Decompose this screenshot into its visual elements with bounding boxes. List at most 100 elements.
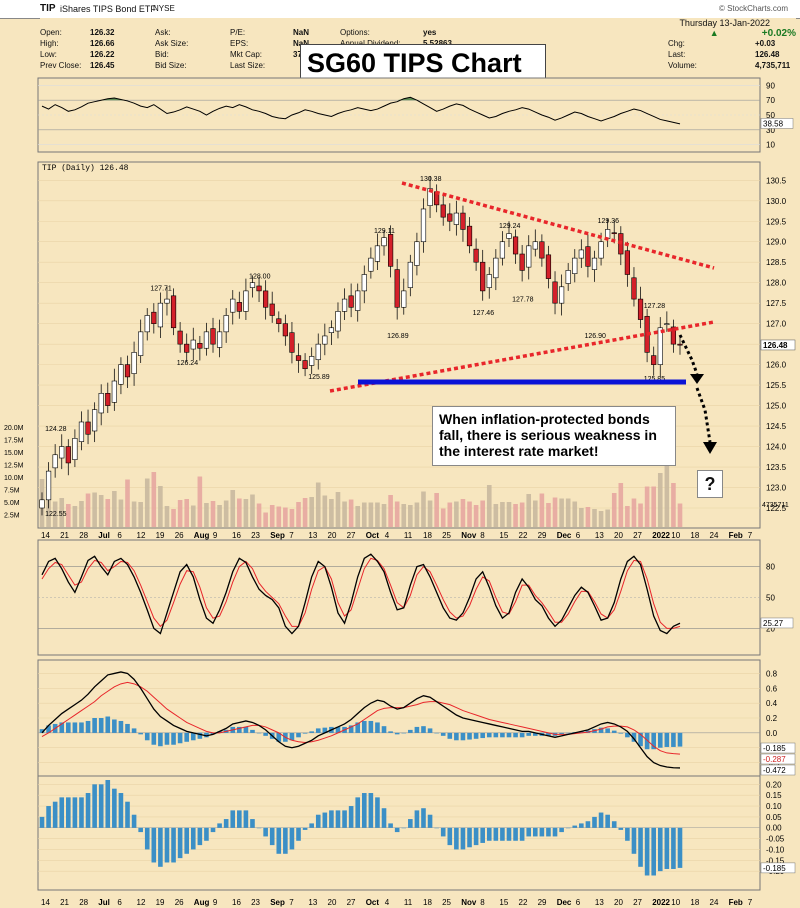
candle-body [506, 233, 512, 239]
volume-bar [513, 504, 518, 527]
volume-bar [223, 500, 229, 527]
x-tick-label: 18 [690, 531, 699, 540]
hist-bar [177, 827, 183, 859]
candle-body [341, 298, 348, 312]
quote-value: 5.52863 [423, 39, 452, 48]
x-tick-label: 13 [595, 531, 604, 540]
hist-bar [92, 784, 97, 828]
volume-bar [118, 499, 124, 527]
macd-hist-bar [427, 728, 433, 733]
volume-bar [138, 502, 143, 527]
hist-bar [486, 827, 492, 841]
hist-bar [204, 827, 209, 841]
price-tick-label: 122.5 [766, 504, 787, 513]
price-last-box [760, 339, 796, 351]
panel-stoch [37, 539, 761, 656]
volume-bar [329, 499, 334, 527]
price-annotation: 126.89 [387, 333, 409, 340]
hist-bar [638, 827, 643, 867]
hist-bar [322, 812, 328, 828]
candle-body [532, 241, 538, 250]
volume-bar [79, 501, 84, 527]
macd-hist-bar [526, 732, 532, 736]
macd-hist-bar [388, 731, 393, 733]
volume-bar [664, 464, 670, 527]
candle-body [605, 229, 611, 239]
x-tick-label: Sep [270, 531, 285, 540]
x-tick-label-bottom: 4 [385, 898, 390, 907]
volume-bar [190, 505, 196, 527]
price-annotation: 125.89 [308, 374, 330, 381]
hist-bar [414, 810, 420, 828]
macd-last-label: -0.472 [763, 766, 786, 775]
macd-hist-bar [447, 732, 453, 739]
panel-macd [37, 659, 761, 777]
volume-bar [447, 502, 453, 527]
x-tick-label: 23 [251, 531, 260, 540]
price-annotation: 128.00 [249, 274, 271, 281]
volume-bar [52, 501, 58, 527]
stoch-tick-label: 20 [766, 624, 775, 633]
volume-bar [552, 497, 558, 527]
macd-hist-bar [125, 723, 130, 733]
hist-bar [210, 827, 216, 833]
candle-body [440, 204, 446, 218]
macd-hist-bar [361, 720, 367, 733]
macd-hist-bar [552, 732, 558, 736]
hist-tick-label: -0.15 [766, 856, 785, 865]
rsi-tick-label: 10 [766, 141, 775, 150]
hist-bar [565, 827, 571, 829]
macd-hist-bar [592, 729, 597, 733]
hist-bar [72, 797, 78, 828]
upper-trendline [401, 181, 715, 270]
volume-bar [408, 505, 413, 527]
macd-tick-label: -0.4 [766, 759, 780, 768]
header-bar: TIP iShares TIPS Bond ETF NYSE © StockCh… [0, 0, 800, 19]
volume-bar [631, 498, 637, 527]
quote-value: 126.22 [90, 50, 115, 59]
hist-bar [513, 827, 518, 841]
hist-tick-label: -0.05 [766, 835, 785, 844]
x-tick-label: 27 [347, 531, 356, 540]
hist-bar [355, 797, 361, 828]
volume-bar [460, 499, 466, 527]
candle-body [545, 254, 552, 279]
macd-hist-bar [513, 732, 518, 738]
volume-bar [164, 506, 170, 527]
macd-hist-bar [440, 732, 446, 736]
hist-bar [651, 827, 656, 876]
volume-tick-label: 2.5M [4, 513, 20, 520]
volume-bar [276, 506, 282, 527]
macd-hist-bar [52, 723, 58, 733]
hist-bar [572, 825, 578, 828]
volume-bar [625, 506, 630, 527]
volume-bar [250, 494, 255, 527]
volume-bar [638, 503, 643, 527]
price-tick-label: 128.5 [766, 258, 787, 267]
hist-bar [368, 793, 374, 828]
price-tick-label: 130.5 [766, 176, 787, 185]
macd-hist-bar [342, 726, 347, 733]
volume-bar [171, 509, 176, 527]
price-annotation: 127.78 [512, 297, 534, 304]
volume-bar [454, 501, 459, 527]
macd-hist-bar [664, 732, 670, 747]
volume-bar [592, 509, 597, 527]
candle-body [493, 257, 499, 279]
macd-hist-bar [500, 732, 505, 738]
x-tick-label: 27 [633, 531, 642, 540]
macd-hist-bar [493, 732, 499, 738]
candle-body [447, 213, 453, 222]
candle-body [78, 421, 85, 442]
candle-body [387, 234, 394, 267]
hist-bar [197, 827, 203, 846]
price-annotation: 129.24 [499, 223, 521, 230]
ticker-symbol[interactable]: TIP [40, 3, 56, 14]
macd-hist-bar [309, 731, 314, 733]
hist-tick-label: 0.10 [766, 802, 782, 811]
candle-body [322, 335, 328, 345]
candle-body [157, 302, 163, 328]
hist-bar [289, 827, 295, 850]
x-tick-label: 26 [175, 531, 184, 540]
x-tick-label-bottom: 10 [671, 898, 680, 907]
